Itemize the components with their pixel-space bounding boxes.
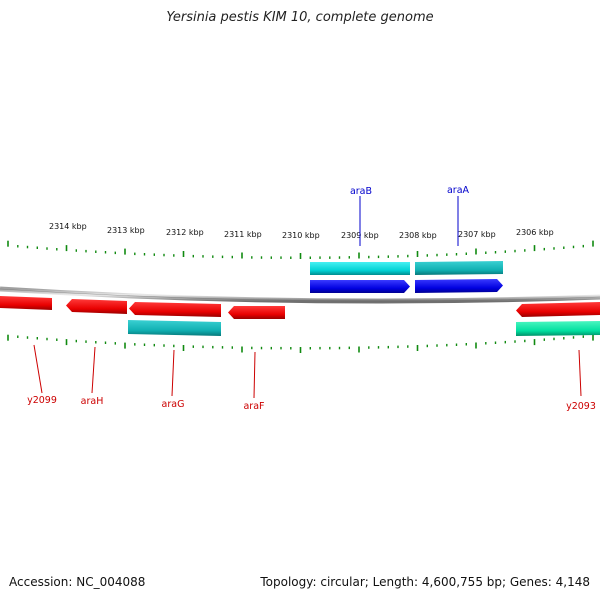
- scale-label-2308: 2308 kbp: [399, 231, 437, 240]
- cds-feature-y2093[interactable]: [516, 321, 600, 336]
- page-title: Yersinia pestis KIM 10, complete genome: [166, 10, 434, 25]
- scale-label-2306: 2306 kbp: [516, 228, 554, 237]
- gene-arrow-y2093[interactable]: [516, 302, 600, 317]
- leader-y2093: [578, 349, 582, 397]
- scale-label-2310: 2310 kbp: [282, 231, 320, 240]
- gene-label-araa: araA: [447, 185, 470, 196]
- leader-arah: [91, 346, 96, 394]
- gene-label-y2093: y2093: [566, 401, 596, 412]
- gene-label-arag: araG: [162, 399, 185, 410]
- leader-y2099: [33, 344, 43, 394]
- gene-arrow-araa[interactable]: [415, 279, 503, 293]
- cds-feature-arag[interactable]: [128, 320, 221, 336]
- gene-arrow-arag[interactable]: [129, 302, 221, 317]
- gene-label-arah: araH: [81, 396, 104, 407]
- cds-feature-araa[interactable]: [415, 261, 503, 275]
- scale-label-2313: 2313 kbp: [107, 226, 145, 235]
- leader-arag: [171, 349, 175, 397]
- gene-label-y2099: y2099: [27, 395, 57, 406]
- scale-label-2314: 2314 kbp: [49, 222, 87, 231]
- genome-summary-text: Topology: circular; Length: 4,600,755 bp…: [260, 575, 590, 589]
- scale-label-2311: 2311 kbp: [224, 230, 262, 239]
- scale-label-2312: 2312 kbp: [166, 228, 204, 237]
- gene-label-araf: araF: [243, 401, 264, 412]
- gene-arrow-arah[interactable]: [66, 299, 127, 314]
- gene-arrow-arab[interactable]: [310, 280, 410, 293]
- scale-label-2307: 2307 kbp: [458, 230, 496, 239]
- cds-feature-arab[interactable]: [310, 262, 410, 275]
- gene-label-arab: araB: [350, 186, 372, 197]
- leader-araf: [253, 351, 256, 399]
- genome-backbone: [0, 286, 600, 304]
- gene-arrow-araf[interactable]: [228, 306, 285, 319]
- scale-ticks-bottom: [7, 334, 594, 353]
- gene-arrow-y2099[interactable]: [0, 296, 52, 310]
- accession-text: Accession: NC_004088: [9, 575, 146, 589]
- scale-ticks-top: [7, 240, 594, 259]
